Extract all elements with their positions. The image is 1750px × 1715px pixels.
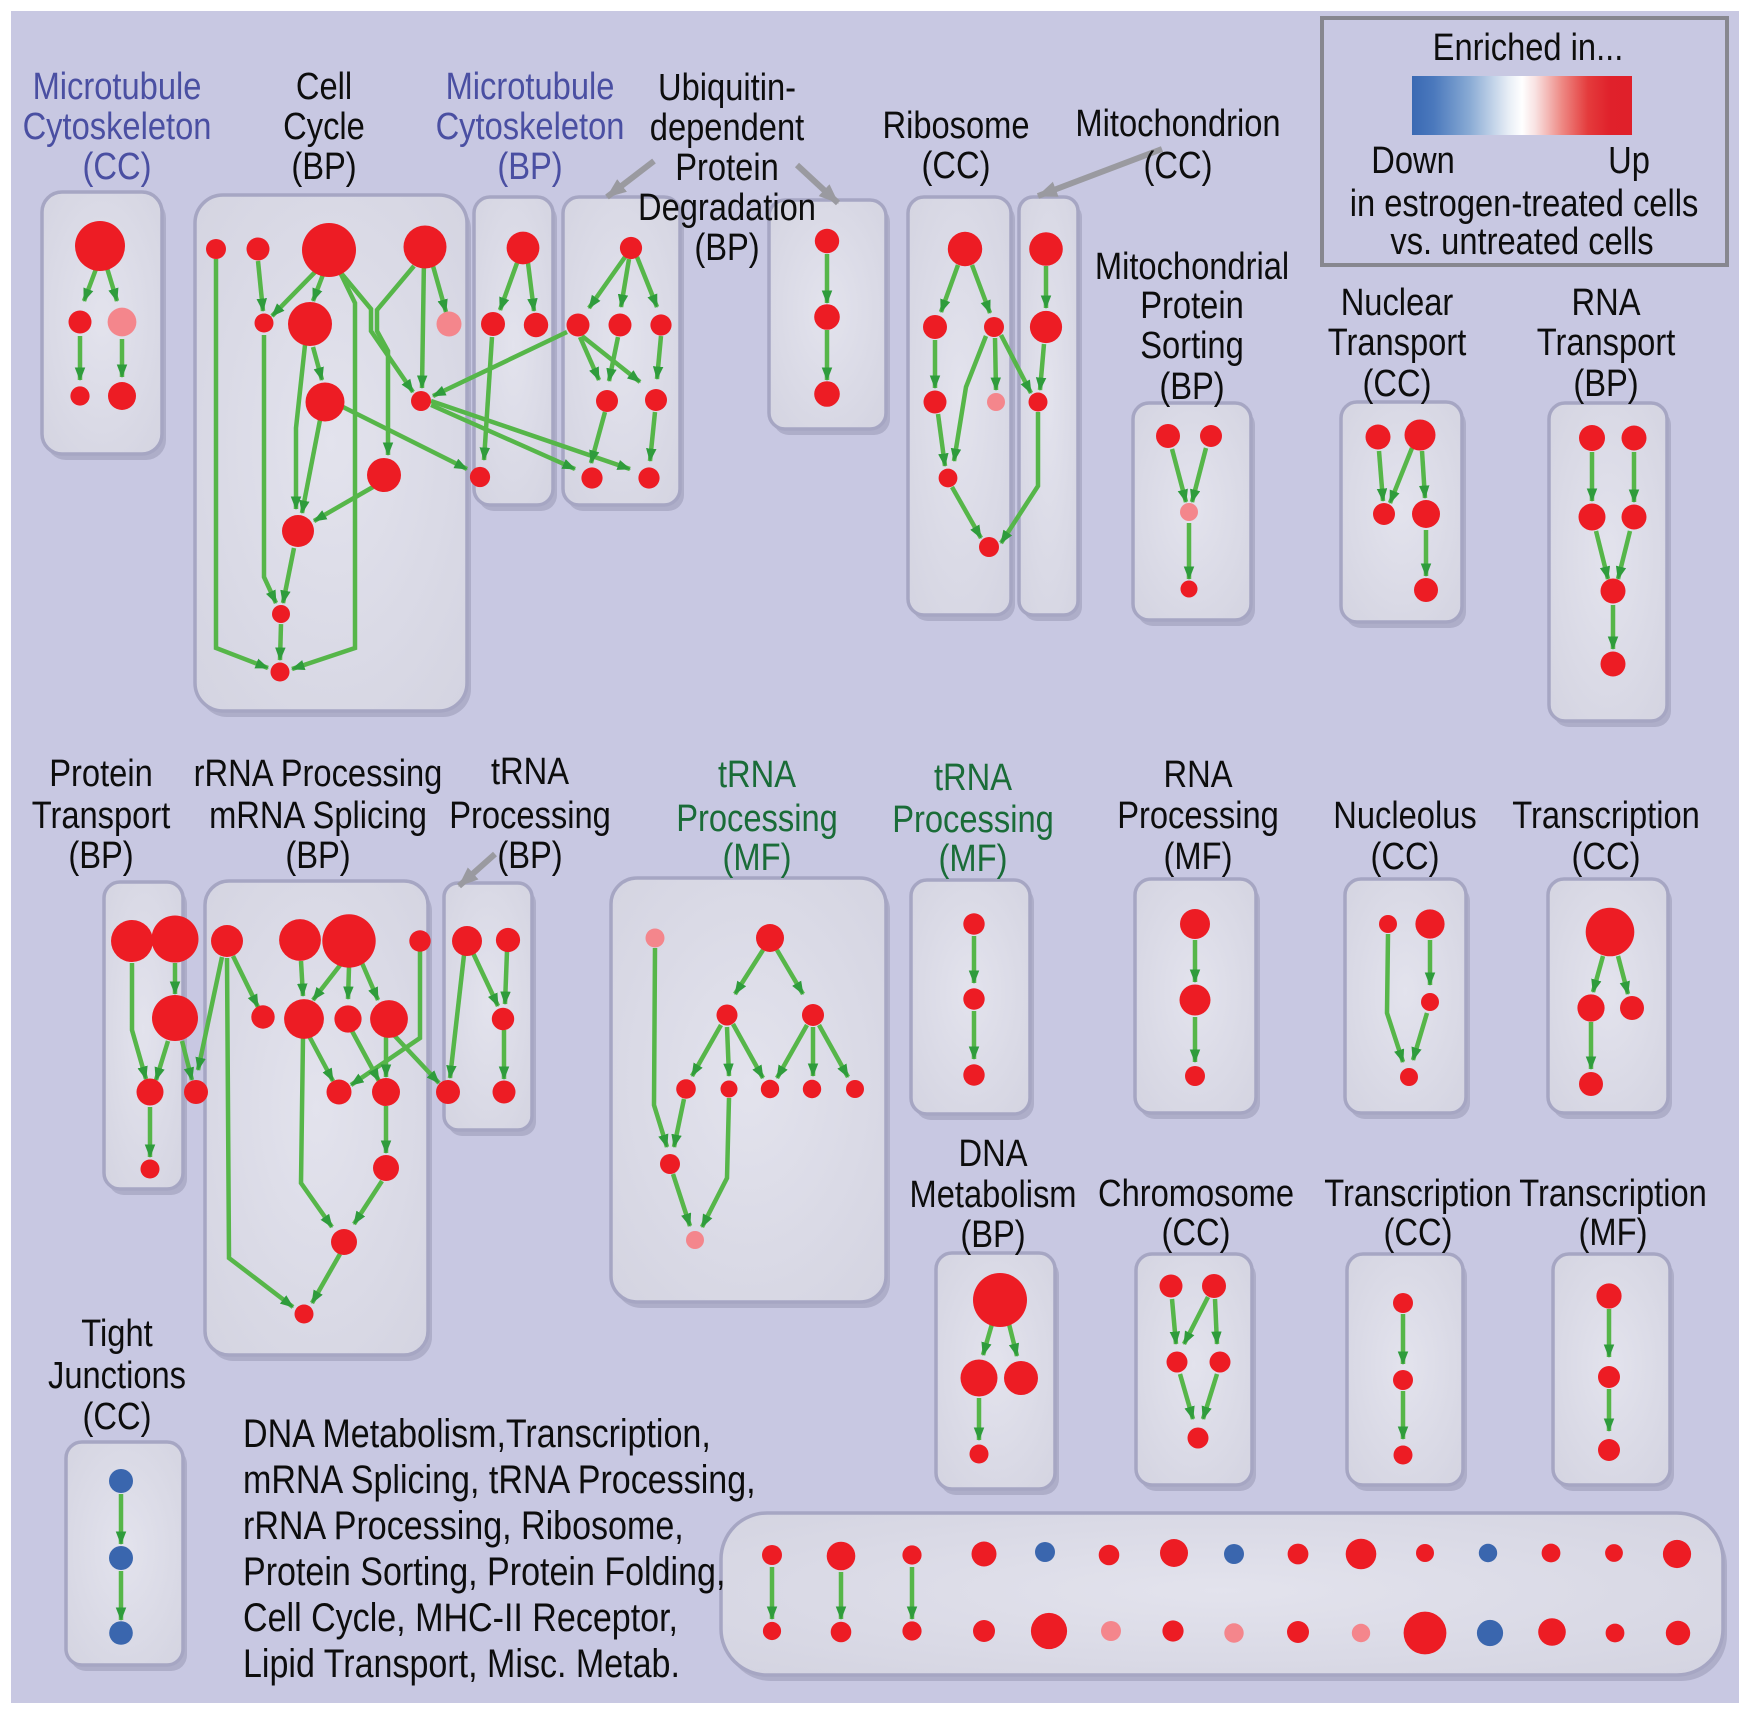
svg-text:Protein: Protein: [49, 752, 152, 795]
svg-text:tRNA: tRNA: [718, 753, 796, 796]
svg-text:Transport: Transport: [32, 794, 171, 837]
svg-text:RNA: RNA: [1164, 753, 1233, 796]
svg-text:rRNA Processing: rRNA Processing: [194, 752, 443, 795]
svg-text:(CC): (CC): [1371, 835, 1440, 878]
svg-text:(CC): (CC): [83, 145, 152, 188]
svg-text:(BP): (BP): [1159, 365, 1224, 408]
svg-text:(MF): (MF): [723, 836, 792, 879]
svg-text:Microtubule: Microtubule: [446, 65, 615, 108]
svg-text:(CC): (CC): [1162, 1211, 1231, 1254]
svg-text:Metabolism: Metabolism: [909, 1173, 1076, 1216]
svg-text:Mitochondrial: Mitochondrial: [1095, 245, 1289, 288]
svg-text:Down: Down: [1371, 139, 1455, 182]
svg-text:Protein: Protein: [1140, 284, 1243, 327]
svg-text:Transcription: Transcription: [1512, 794, 1700, 837]
svg-text:Tight: Tight: [81, 1312, 153, 1355]
svg-text:(MF): (MF): [939, 837, 1008, 880]
svg-text:Degradation: Degradation: [638, 186, 816, 229]
svg-text:DNA Metabolism,Transcription,: DNA Metabolism,Transcription,: [243, 1412, 711, 1456]
svg-text:Cell: Cell: [296, 65, 352, 108]
svg-text:DNA: DNA: [959, 1132, 1028, 1175]
svg-text:mRNA Splicing: mRNA Splicing: [209, 794, 427, 837]
svg-text:Ribosome: Ribosome: [882, 104, 1029, 147]
svg-text:Sorting: Sorting: [1140, 324, 1243, 367]
svg-text:Processing: Processing: [449, 794, 611, 837]
svg-text:Transcription: Transcription: [1519, 1172, 1707, 1215]
svg-text:tRNA: tRNA: [934, 756, 1012, 799]
svg-text:(CC): (CC): [1363, 362, 1432, 405]
svg-text:(BP): (BP): [497, 145, 562, 188]
svg-text:vs. untreated cells: vs. untreated cells: [1390, 220, 1653, 263]
svg-text:Mitochondrion: Mitochondrion: [1075, 102, 1280, 145]
svg-text:(BP): (BP): [960, 1213, 1025, 1256]
svg-text:Transport: Transport: [1537, 321, 1676, 364]
svg-text:Enriched in...: Enriched in...: [1433, 26, 1624, 69]
svg-text:(CC): (CC): [83, 1395, 152, 1438]
svg-text:Chromosome: Chromosome: [1098, 1172, 1294, 1215]
svg-text:(BP): (BP): [694, 226, 759, 269]
svg-text:Processing: Processing: [892, 798, 1054, 841]
svg-text:Junctions: Junctions: [48, 1354, 186, 1397]
svg-text:in estrogen-treated cells: in estrogen-treated cells: [1350, 182, 1699, 225]
svg-text:Protein Sorting, Protein Foldi: Protein Sorting, Protein Folding,: [243, 1550, 725, 1594]
svg-text:(BP): (BP): [68, 834, 133, 877]
svg-text:Cytoskeleton: Cytoskeleton: [436, 105, 625, 148]
svg-text:(CC): (CC): [1384, 1211, 1453, 1254]
svg-text:Up: Up: [1608, 139, 1650, 182]
svg-text:mRNA Splicing, tRNA Processing: mRNA Splicing, tRNA Processing,: [243, 1458, 756, 1502]
svg-text:Cycle: Cycle: [283, 105, 365, 148]
svg-text:Transport: Transport: [1328, 321, 1467, 364]
svg-text:dependent: dependent: [650, 106, 805, 149]
svg-text:Processing: Processing: [676, 797, 838, 840]
svg-text:Nuclear: Nuclear: [1341, 281, 1454, 324]
svg-text:(CC): (CC): [1144, 144, 1213, 187]
svg-text:Processing: Processing: [1117, 794, 1279, 837]
svg-text:(BP): (BP): [285, 834, 350, 877]
svg-text:Microtubule: Microtubule: [33, 65, 202, 108]
svg-text:(CC): (CC): [1572, 835, 1641, 878]
svg-text:Ubiquitin-: Ubiquitin-: [658, 66, 796, 109]
svg-text:(CC): (CC): [922, 144, 991, 187]
svg-text:Cytoskeleton: Cytoskeleton: [23, 105, 212, 148]
svg-text:(BP): (BP): [291, 145, 356, 188]
svg-text:Transcription: Transcription: [1324, 1172, 1512, 1215]
svg-text:RNA: RNA: [1572, 281, 1641, 324]
svg-text:tRNA: tRNA: [491, 750, 569, 793]
svg-text:Cell Cycle, MHC-II Receptor,: Cell Cycle, MHC-II Receptor,: [243, 1596, 678, 1640]
svg-text:(MF): (MF): [1164, 835, 1233, 878]
svg-text:Protein: Protein: [675, 146, 778, 189]
svg-text:(MF): (MF): [1579, 1211, 1648, 1254]
svg-text:(BP): (BP): [1573, 362, 1638, 405]
svg-text:Nucleolus: Nucleolus: [1333, 794, 1476, 837]
svg-text:Lipid Transport, Misc. Metab.: Lipid Transport, Misc. Metab.: [243, 1642, 680, 1686]
svg-text:rRNA Processing, Ribosome,: rRNA Processing, Ribosome,: [243, 1504, 684, 1548]
svg-text:(BP): (BP): [497, 834, 562, 877]
